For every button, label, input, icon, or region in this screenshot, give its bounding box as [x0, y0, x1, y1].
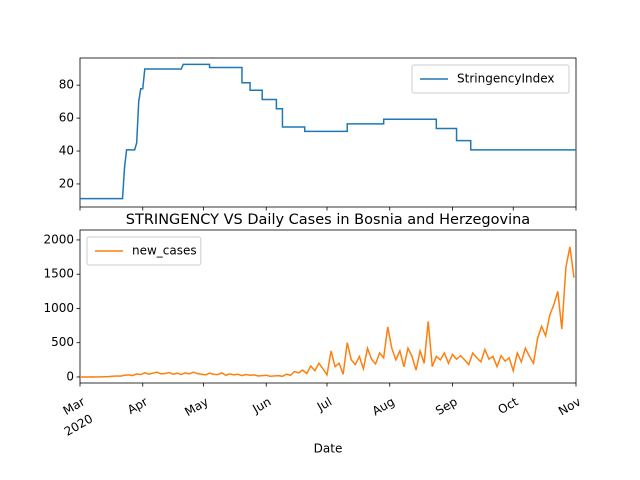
- legend-box: [411, 64, 570, 94]
- legend-label: new_cases: [132, 244, 197, 258]
- x-axis-label: Date: [314, 442, 343, 456]
- plot-frame: [79, 57, 577, 208]
- series-line: [80, 246, 575, 378]
- plot-frame: [79, 229, 577, 384]
- series-line: [80, 63, 576, 200]
- y-tick-label: 40: [59, 144, 74, 158]
- y-tick-label: 60: [59, 111, 74, 125]
- x-tick-label: Jul: [314, 395, 334, 415]
- y-tick-label: 0: [66, 369, 74, 383]
- y-tick-label: 20: [59, 176, 74, 190]
- chart-title: STRINGENCY VS Daily Cases in Bosnia and …: [126, 212, 530, 228]
- y-tick-label: 1000: [43, 301, 74, 315]
- y-tick-label: 2000: [43, 232, 74, 246]
- y-tick-label: 1500: [43, 267, 74, 281]
- legend-box: [86, 236, 202, 266]
- y-tick-label: 500: [51, 335, 74, 349]
- legend-label: StringencyIndex: [457, 72, 555, 86]
- y-tick-label: 80: [59, 78, 74, 92]
